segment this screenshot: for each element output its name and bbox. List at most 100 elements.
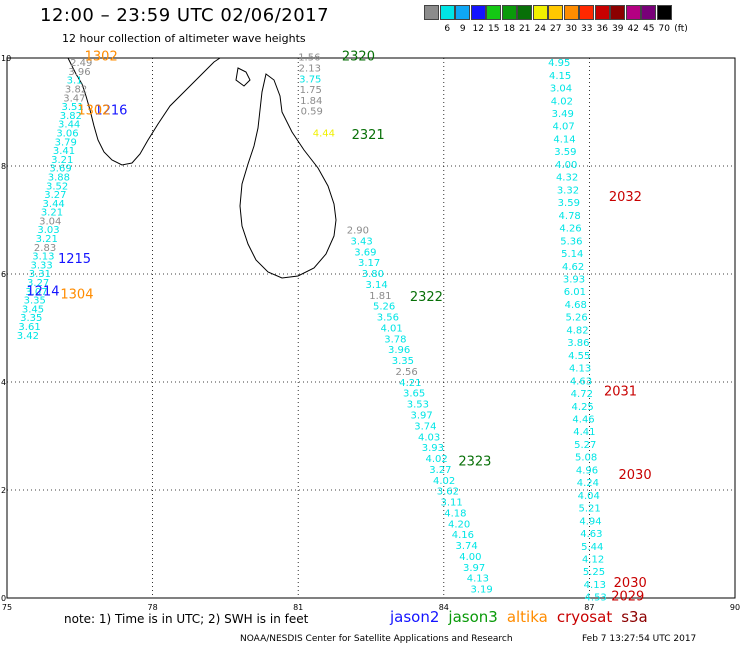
wave-height-value: 3.93 (422, 443, 444, 454)
wave-height-value: 4.96 (576, 465, 598, 476)
wave-height-value: 4.04 (578, 491, 600, 502)
legend-swatch (532, 5, 548, 20)
wave-height-value: 4.00 (555, 160, 577, 171)
wave-height-value: 3.21 (36, 234, 58, 245)
wave-height-value: 2.13 (299, 64, 321, 75)
lon-tick-label: 90 (730, 603, 740, 612)
pass-time-label: 2031 (604, 385, 637, 400)
map-frame (6, 57, 736, 599)
wave-height-value: 3.65 (403, 389, 425, 400)
wave-height-value: 3.27 (429, 465, 451, 476)
lon-tick-label: 75 (2, 603, 12, 612)
wave-height-value: 3.06 (56, 128, 78, 139)
wave-height-value: 4.55 (568, 351, 590, 362)
legend-swatch (517, 5, 532, 20)
pass-time-label: 1302 (77, 104, 110, 119)
lat-tick-label: 10 (1, 54, 11, 63)
wave-height-value: 4.72 (571, 389, 593, 400)
wave-height-value: 3.79 (55, 137, 77, 148)
wave-height-value: 3.31 (29, 269, 51, 280)
wave-height-value: 4.82 (566, 325, 588, 336)
lat-tick-label: 0 (1, 594, 6, 603)
lon-tick-label: 87 (584, 603, 594, 612)
wave-height-value: 3.56 (377, 313, 399, 324)
wave-height-value: 3.74 (455, 541, 477, 552)
wave-height-value: 5.21 (578, 504, 600, 515)
credit-line: NOAA/NESDIS Center for Satellite Applica… (240, 634, 513, 644)
wave-height-value: 3.62 (437, 487, 459, 498)
legend-unit: (ft) (674, 24, 688, 34)
wave-height-value: 1.84 (300, 96, 322, 107)
lon-tick-label: 78 (148, 603, 158, 612)
wave-height-value: 4.78 (559, 211, 581, 222)
wave-height-value: 3.51 (61, 102, 83, 113)
legend-label: 70 (658, 24, 670, 34)
wave-height-value: 3.11 (440, 498, 462, 509)
wave-height-value: 3.14 (365, 280, 387, 291)
legend-swatch (470, 5, 486, 20)
wave-height-value: 4.12 (582, 555, 604, 566)
wave-height-value: 3.97 (410, 410, 432, 421)
wave-height-value: 5.36 (560, 236, 582, 247)
pass-time-label: 1304 (60, 287, 93, 302)
legend-swatch (548, 5, 563, 20)
legend-swatch (424, 5, 439, 20)
extra-values: 4.44 (313, 128, 335, 139)
wave-height-value: 3.32 (557, 185, 579, 196)
satellite-name: jason2 (390, 608, 440, 626)
wave-height-value: 1.75 (300, 85, 322, 96)
wave-height-value: 6.01 (564, 287, 586, 298)
wave-height-value: 3.21 (41, 208, 63, 219)
wave-height-value: 1.56 (298, 53, 320, 64)
legend-swatch (625, 5, 641, 20)
legend-label: 36 (596, 24, 608, 34)
wave-height-value: 4.24 (577, 478, 599, 489)
pass-time-label: 2030 (614, 576, 647, 591)
wave-height-value: 3.96 (388, 345, 410, 356)
wave-height-value: 3.17 (358, 258, 380, 269)
wave-height-value: 3.43 (350, 236, 372, 247)
wave-height-value: 4.15 (549, 71, 571, 82)
legend-label: 33 (581, 24, 593, 34)
generated-timestamp: Feb 7 13:27:54 UTC 2017 (582, 634, 697, 644)
wave-height-value: 3.59 (558, 198, 580, 209)
wave-height-value: 3.82 (60, 111, 82, 122)
legend-label: 15 (488, 24, 500, 34)
wave-height-value: 3.52 (46, 181, 68, 192)
legend-label: 18 (503, 24, 515, 34)
satellite-name: altika (506, 608, 548, 626)
wave-height-value: 3.19 (470, 585, 492, 596)
lat-tick-label: 8 (1, 162, 6, 171)
wave-height-value: 4.13 (467, 574, 489, 585)
wave-height-value: 3.74 (414, 421, 436, 432)
wave-height-value: 4.26 (559, 224, 581, 235)
wave-height-value: 4.63 (580, 529, 602, 540)
wave-height-value: 4.02 (433, 476, 455, 487)
legend-label: 12 (472, 24, 484, 34)
wave-height-value: 3.1 (67, 76, 83, 87)
wave-height-value: 5.14 (561, 249, 583, 260)
map-axes: 75 78 81 84 87 90 0 2 4 6 8 10 (1, 54, 740, 612)
legend-swatch (656, 5, 672, 20)
wave-height-value: 3.35 (20, 313, 42, 324)
wave-height-value: 4.07 (552, 122, 574, 133)
wave-height-value: 4.53 (585, 593, 607, 604)
lon-tick-label: 84 (439, 603, 449, 612)
footnote: note: 1) Time is in UTC; 2) SWH is in fe… (64, 612, 309, 626)
wave-height-value: 5.26 (373, 302, 395, 313)
wave-height-value: 5.25 (583, 567, 605, 578)
legend-swatch (439, 5, 455, 20)
wave-height-value: 3.35 (24, 296, 46, 307)
satellite-name: s3a (621, 608, 648, 626)
wave-height-value: 3.80 (362, 269, 384, 280)
satellite-key: jason2 jason3 altika cryosat s3a (390, 608, 657, 626)
wave-height-value: 4.13 (569, 364, 591, 375)
wave-height-value: 4.21 (399, 378, 421, 389)
wave-height-value: 2.49 (70, 58, 92, 69)
wave-height-value: 4.94 (579, 516, 601, 527)
pass-time-label: 1214 (26, 285, 59, 300)
pass-time-label: 1215 (58, 252, 91, 267)
wave-height-value: 3.69 (49, 164, 71, 175)
